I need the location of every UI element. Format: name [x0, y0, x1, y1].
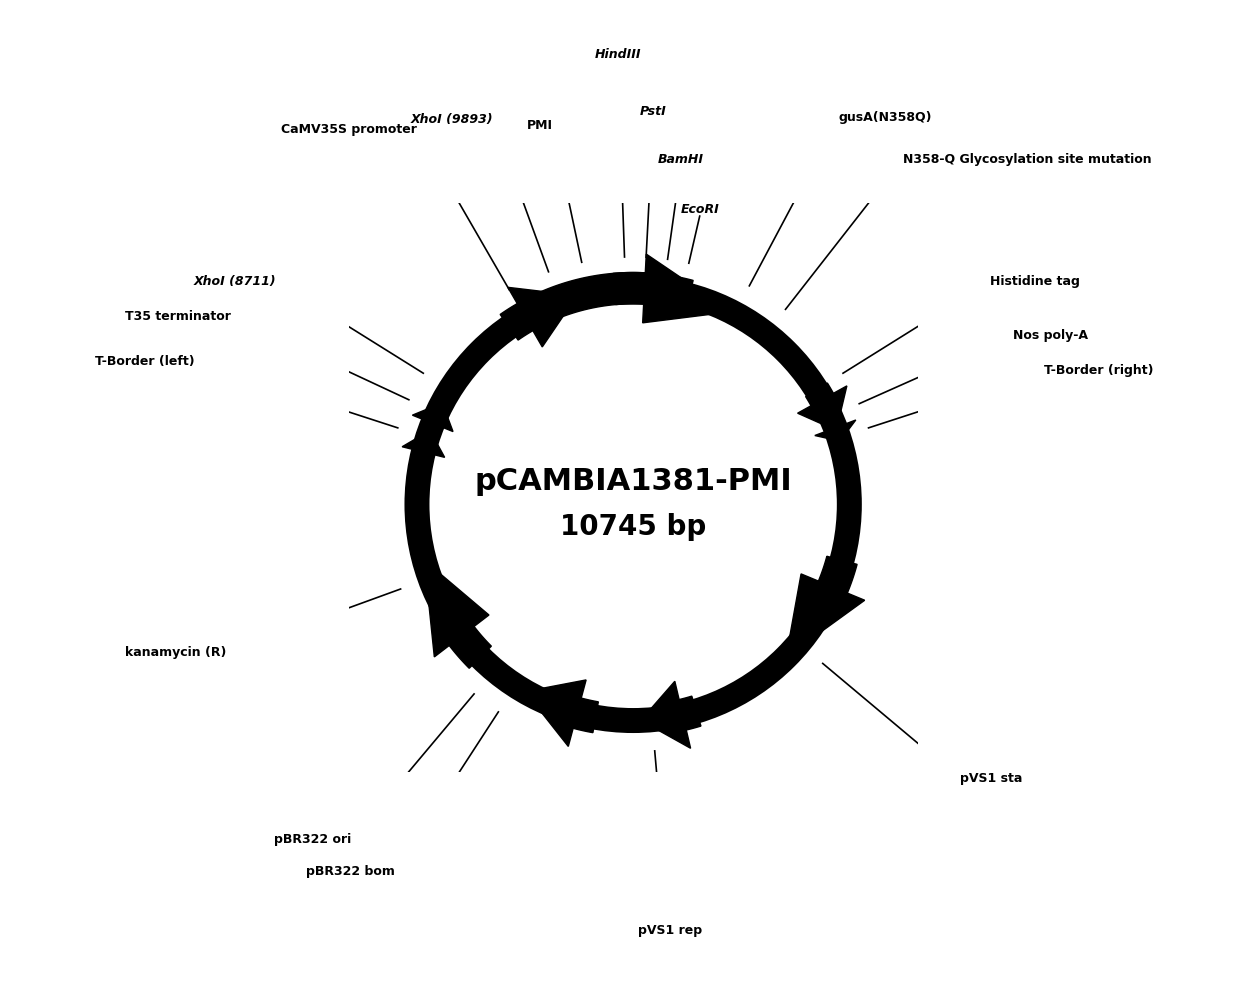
Polygon shape — [525, 680, 587, 746]
Polygon shape — [420, 420, 441, 434]
Text: 10745 bp: 10745 bp — [560, 513, 707, 541]
Text: PMI: PMI — [527, 120, 553, 132]
Polygon shape — [818, 556, 857, 593]
Polygon shape — [786, 574, 864, 657]
Text: Histidine tag: Histidine tag — [991, 275, 1080, 288]
Text: pCAMBIA1381-PMI: pCAMBIA1381-PMI — [474, 467, 792, 496]
Text: pBR322 ori: pBR322 ori — [274, 834, 352, 847]
Text: EcoRI: EcoRI — [681, 204, 719, 216]
Polygon shape — [815, 420, 856, 442]
Text: T-Border (left): T-Border (left) — [95, 356, 195, 369]
Text: pBR322 bom: pBR322 bom — [306, 865, 394, 878]
Text: BamHI: BamHI — [657, 153, 703, 166]
Polygon shape — [642, 254, 732, 323]
Text: T-Border (right): T-Border (right) — [1044, 365, 1154, 377]
Polygon shape — [449, 626, 491, 668]
Polygon shape — [797, 386, 847, 431]
Polygon shape — [641, 682, 691, 748]
Polygon shape — [402, 431, 445, 457]
Text: Nos poly-A: Nos poly-A — [1013, 329, 1087, 342]
Polygon shape — [806, 383, 833, 406]
Polygon shape — [825, 420, 844, 432]
Text: XhoI (9893): XhoI (9893) — [410, 113, 494, 125]
Text: T35 terminator: T35 terminator — [125, 310, 231, 323]
Text: N358-Q Glycosylation site mutation: N358-Q Glycosylation site mutation — [903, 153, 1152, 166]
Text: pVS1 rep: pVS1 rep — [637, 924, 702, 937]
Polygon shape — [613, 273, 645, 304]
Polygon shape — [573, 699, 599, 733]
Polygon shape — [508, 288, 577, 347]
Polygon shape — [412, 450, 433, 461]
Text: XhoI (8711): XhoI (8711) — [193, 275, 277, 288]
Polygon shape — [413, 403, 453, 432]
Text: PstI: PstI — [640, 105, 667, 118]
Text: CaMV35S promoter: CaMV35S promoter — [281, 124, 417, 136]
Polygon shape — [536, 273, 693, 323]
Text: gusA(N358Q): gusA(N358Q) — [838, 111, 932, 124]
Text: pVS1 sta: pVS1 sta — [960, 772, 1023, 785]
Text: HindIII: HindIII — [594, 47, 641, 61]
Polygon shape — [680, 697, 701, 730]
Polygon shape — [500, 303, 533, 340]
Text: kanamycin (R): kanamycin (R) — [125, 646, 227, 659]
Polygon shape — [424, 560, 489, 657]
